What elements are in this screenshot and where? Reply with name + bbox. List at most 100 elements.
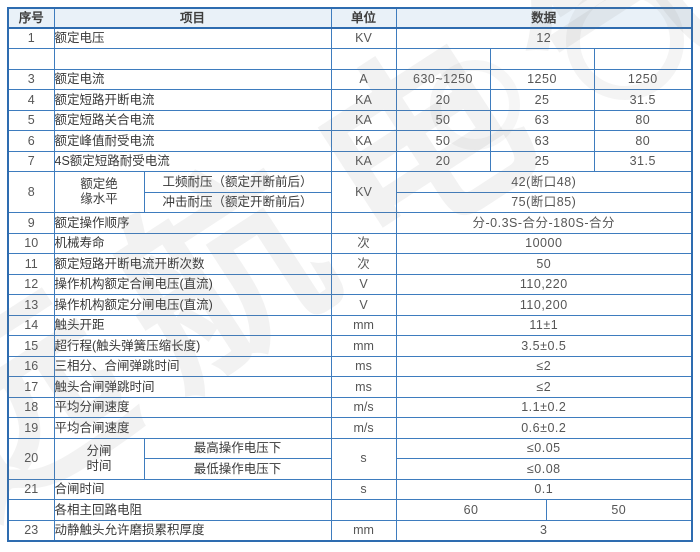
cell-unit: KA <box>330 89 397 111</box>
cell-data <box>489 48 595 70</box>
cell-unit: mm <box>330 335 397 357</box>
cell-item: 额定绝 缘水平 <box>53 171 145 213</box>
cell-unit: KA <box>330 130 397 152</box>
cell-unit: m/s <box>330 417 397 439</box>
cell-no <box>7 499 55 521</box>
cell-item: 平均分闸速度 <box>53 396 332 418</box>
cell-item: 触头开距 <box>53 314 332 336</box>
cell-data: ≤2 <box>395 355 693 377</box>
cell-data: 1.1±0.2 <box>395 396 693 418</box>
table-row: 23 动静触头允许磨损累积厚度 mm 3 <box>7 519 693 541</box>
cell-unit: s <box>330 437 397 480</box>
cell-unit: KV <box>330 27 397 49</box>
table-row: 13 操作机构额定分闸电压(直流) V 110,200 <box>7 294 693 316</box>
table-row: 3 额定电流 A 630~1250 1250 1250 <box>7 68 693 90</box>
cell-item-line1: 额定绝 <box>80 177 118 192</box>
table-row: 11 额定短路开断电流开断次数 次 50 <box>7 253 693 275</box>
cell-item: 触头合闸弹跳时间 <box>53 376 332 398</box>
table-row: 19 平均合闸速度 m/s 0.6±0.2 <box>7 417 693 439</box>
cell-unit: KA <box>330 109 397 131</box>
cell-data: 20 <box>395 150 491 172</box>
cell-data: 63 <box>489 109 595 131</box>
cell-unit: V <box>330 273 397 295</box>
cell-item: 额定短路开断电流开断次数 <box>53 253 332 275</box>
cell-data: 25 <box>489 150 595 172</box>
cell-no: 8 <box>7 171 55 213</box>
cell-unit: 次 <box>330 232 397 254</box>
cell-unit: V <box>330 294 397 316</box>
cell-data: ≤2 <box>395 376 693 398</box>
cell-data: 110,220 <box>395 273 693 295</box>
cell-subitem: 最高操作电压下 <box>143 437 332 459</box>
cell-item: 操作机构额定合闸电压(直流) <box>53 273 332 295</box>
cell-data <box>593 48 693 70</box>
cell-unit: s <box>330 478 397 500</box>
cell-no: 1 <box>7 27 55 49</box>
cell-subitem: 冲击耐压（额定开断前后） <box>143 191 332 213</box>
table-row: 14 触头开距 mm 11±1 <box>7 314 693 336</box>
cell-no: 16 <box>7 355 55 377</box>
header-unit: 单位 <box>330 7 397 29</box>
table-header-row: 序号 项目 单位 数据 <box>7 7 693 29</box>
cell-no: 6 <box>7 130 55 152</box>
cell-item: 三相分、合闸弹跳时间 <box>53 355 332 377</box>
table-row: 1 额定电压 KV 12 <box>7 27 693 49</box>
cell-data: 50 <box>395 130 491 152</box>
cell-no: 17 <box>7 376 55 398</box>
cell-item: 额定短路开断电流 <box>53 89 332 111</box>
cell-unit: m/s <box>330 396 397 418</box>
table-row: 12 操作机构额定合闸电压(直流) V 110,220 <box>7 273 693 295</box>
cell-no: 5 <box>7 109 55 131</box>
table-row: 各相主回路电阻 60 50 <box>7 499 693 521</box>
cell-data: 63 <box>489 130 595 152</box>
cell-unit: 次 <box>330 253 397 275</box>
table-row: 9 额定操作顺序 分-0.3S-合分-180S-合分 <box>7 212 693 234</box>
cell-unit: mm <box>330 314 397 336</box>
cell-no: 4 <box>7 89 55 111</box>
cell-no: 21 <box>7 478 55 500</box>
table-row: 21 合闸时间 s 0.1 <box>7 478 693 500</box>
cell-data: 80 <box>593 109 693 131</box>
header-item: 项目 <box>53 7 332 29</box>
cell-data: 50 <box>545 499 693 521</box>
cell-no: 20 <box>7 437 55 480</box>
cell-data: 0.6±0.2 <box>395 417 693 439</box>
table-row <box>7 48 693 70</box>
table-row: 18 平均分闸速度 m/s 1.1±0.2 <box>7 396 693 418</box>
cell-item: 4S额定短路耐受电流 <box>53 150 332 172</box>
cell-no: 12 <box>7 273 55 295</box>
cell-item: 分闸 时间 <box>53 437 145 480</box>
cell-data: 31.5 <box>593 89 693 111</box>
cell-no: 19 <box>7 417 55 439</box>
cell-data: 80 <box>593 130 693 152</box>
cell-no: 23 <box>7 519 55 541</box>
header-no: 序号 <box>7 7 55 29</box>
table-row: 16 三相分、合闸弹跳时间 ms ≤2 <box>7 355 693 377</box>
cell-no: 7 <box>7 150 55 172</box>
table-row: 15 超行程(触头弹簧压缩长度) mm 3.5±0.5 <box>7 335 693 357</box>
cell-data <box>395 48 491 70</box>
cell-data: 3.5±0.5 <box>395 335 693 357</box>
cell-unit: A <box>330 68 397 90</box>
cell-data: 10000 <box>395 232 693 254</box>
cell-data: 50 <box>395 109 491 131</box>
cell-data: 110,200 <box>395 294 693 316</box>
table-row: 8 额定绝 缘水平 工频耐压（额定开断前后） KV 42(断口48) <box>7 171 693 213</box>
cell-item: 合闸时间 <box>53 478 332 500</box>
table-row: 7 4S额定短路耐受电流 KA 20 25 31.5 <box>7 150 693 172</box>
cell-no: 13 <box>7 294 55 316</box>
cell-data: ≤0.05 <box>395 437 693 459</box>
cell-unit: KV <box>330 171 397 213</box>
cell-unit <box>330 48 397 70</box>
spec-table: 序号 项目 单位 数据 1 额定电压 KV 12 3 <box>7 7 694 542</box>
cell-unit: ms <box>330 355 397 377</box>
cell-item: 动静触头允许磨损累积厚度 <box>53 519 332 541</box>
cell-item: 平均合闸速度 <box>53 417 332 439</box>
cell-no: 14 <box>7 314 55 336</box>
cell-item: 机械寿命 <box>53 232 332 254</box>
cell-subitem: 工频耐压（额定开断前后） <box>143 171 332 193</box>
cell-data: 50 <box>395 253 693 275</box>
cell-data: 42(断口48) <box>395 171 693 193</box>
table-row: 10 机械寿命 次 10000 <box>7 232 693 254</box>
cell-item: 超行程(触头弹簧压缩长度) <box>53 335 332 357</box>
